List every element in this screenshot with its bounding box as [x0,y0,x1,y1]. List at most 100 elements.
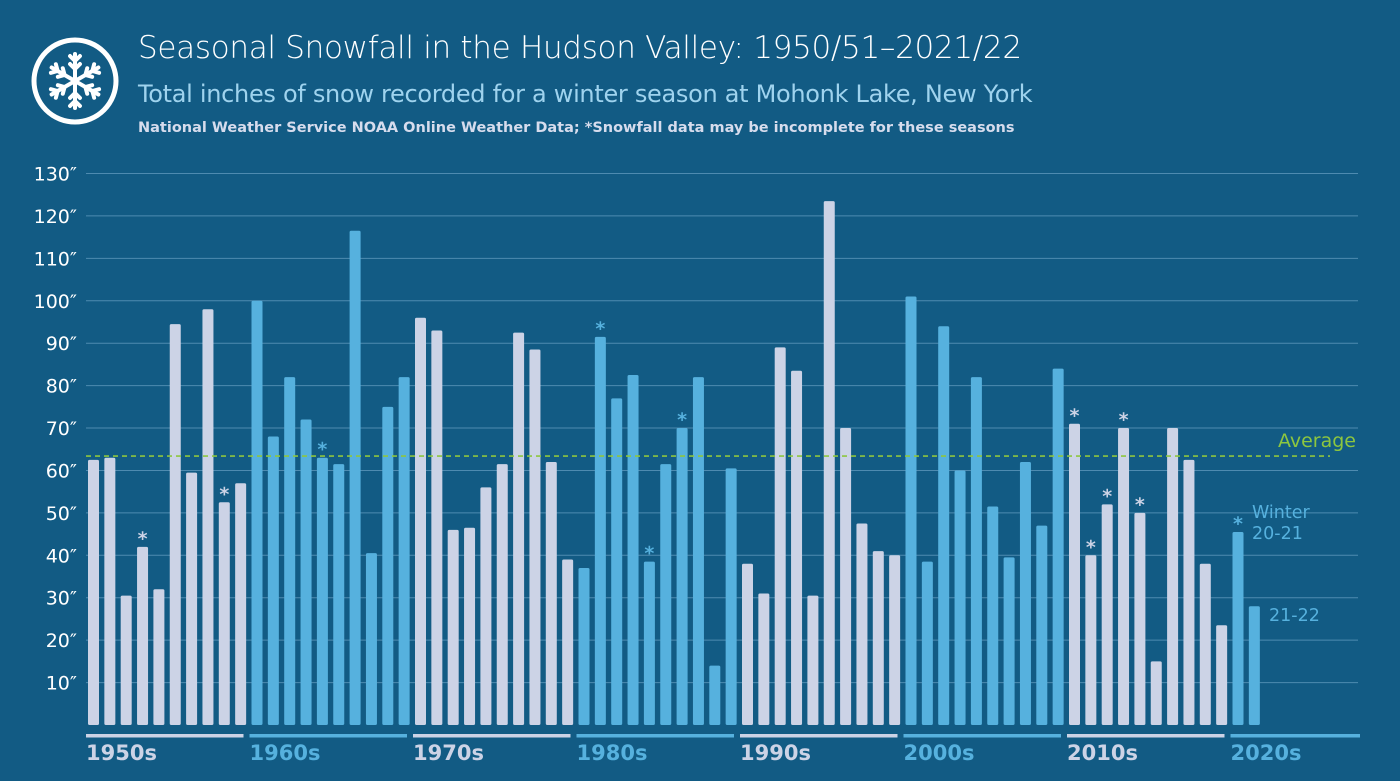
bar [120,595,132,725]
annotation-20-21: 20-21 [1252,524,1303,544]
decade-underline [413,734,571,738]
incomplete-marker: * [595,318,605,340]
y-tick-label: 100″ [34,291,77,313]
bar [1248,606,1260,725]
bar [970,377,982,725]
bar [251,300,263,725]
bar [153,589,165,725]
bar [987,506,999,725]
decade-label: 1980s [577,741,648,765]
bar [889,555,901,725]
annotation-21-22: 21-22 [1269,606,1320,626]
bar [447,529,459,725]
bar [1003,557,1015,725]
bar [1232,531,1244,725]
incomplete-marker: * [1070,405,1080,427]
bar [954,470,966,725]
decade-underline [740,734,898,738]
bar [365,553,377,725]
bar [643,561,655,725]
incomplete-marker: * [138,528,148,550]
bar [905,296,917,725]
decade-underline [86,734,244,738]
bar [349,230,361,725]
incomplete-marker: * [1119,409,1129,431]
bar [300,419,312,725]
bar [88,459,99,725]
bar [660,464,672,725]
bar [692,377,704,725]
bar [1052,368,1064,725]
logo [30,36,120,126]
bar [431,330,443,725]
bar [578,568,590,725]
decade-underline [249,734,407,738]
bar [267,436,279,725]
incomplete-marker: * [1102,485,1112,507]
incomplete-marker: * [677,409,687,431]
bar [415,317,426,725]
snowflake-icon [31,37,119,125]
bar [1069,423,1080,725]
bar [464,527,476,725]
bar [496,464,508,725]
bar [774,347,786,725]
bar [480,487,492,725]
y-tick-label: 30″ [46,588,77,610]
decade-underline [576,734,734,738]
bar [562,559,574,725]
bar [611,398,623,725]
bar [938,326,950,725]
bar [137,546,149,725]
bar [594,336,606,725]
y-tick-label: 70″ [46,418,77,440]
bar [758,593,770,725]
y-tick-label: 60″ [46,460,77,482]
bar [676,428,688,725]
bar [791,370,803,725]
bar [513,332,525,725]
y-tick-label: 10″ [46,673,77,695]
bar [1118,428,1130,725]
bar [202,309,214,725]
decade-underline [1230,734,1360,738]
bar [382,406,394,725]
annotation-winter: Winter [1252,503,1311,523]
bar [840,428,852,725]
bar [333,464,345,725]
y-tick-label: 110″ [34,248,77,270]
chart-title: Seasonal Snowfall in the Hudson Valley: … [138,30,1022,66]
bar [529,349,541,725]
decade-underline [903,734,1061,738]
bar [1019,461,1031,725]
y-tick-label: 40″ [46,545,77,567]
bar [921,561,933,725]
decade-label: 1950s [86,741,157,765]
incomplete-marker: * [317,439,327,461]
bar [1216,625,1228,725]
bar [1183,459,1195,725]
decade-label: 2000s [904,741,975,765]
bar [398,377,410,725]
bar [1134,512,1146,725]
bar [284,377,296,725]
bar [807,595,819,725]
bar [1199,563,1211,725]
decade-label: 1990s [740,741,811,765]
bar [856,523,868,725]
y-tick-label: 130″ [34,164,77,186]
bar [545,461,557,725]
bar [235,483,247,725]
bar [104,457,116,725]
y-tick-label: 90″ [46,333,77,355]
bar [186,472,198,725]
bar [1167,428,1179,725]
bar [709,665,721,725]
chart-subtitle: Total inches of snow recorded for a wint… [138,80,1033,108]
bar [1036,525,1048,725]
y-tick-label: 20″ [46,630,77,652]
bar [1101,504,1113,725]
bar [218,502,230,725]
bar [742,563,753,725]
